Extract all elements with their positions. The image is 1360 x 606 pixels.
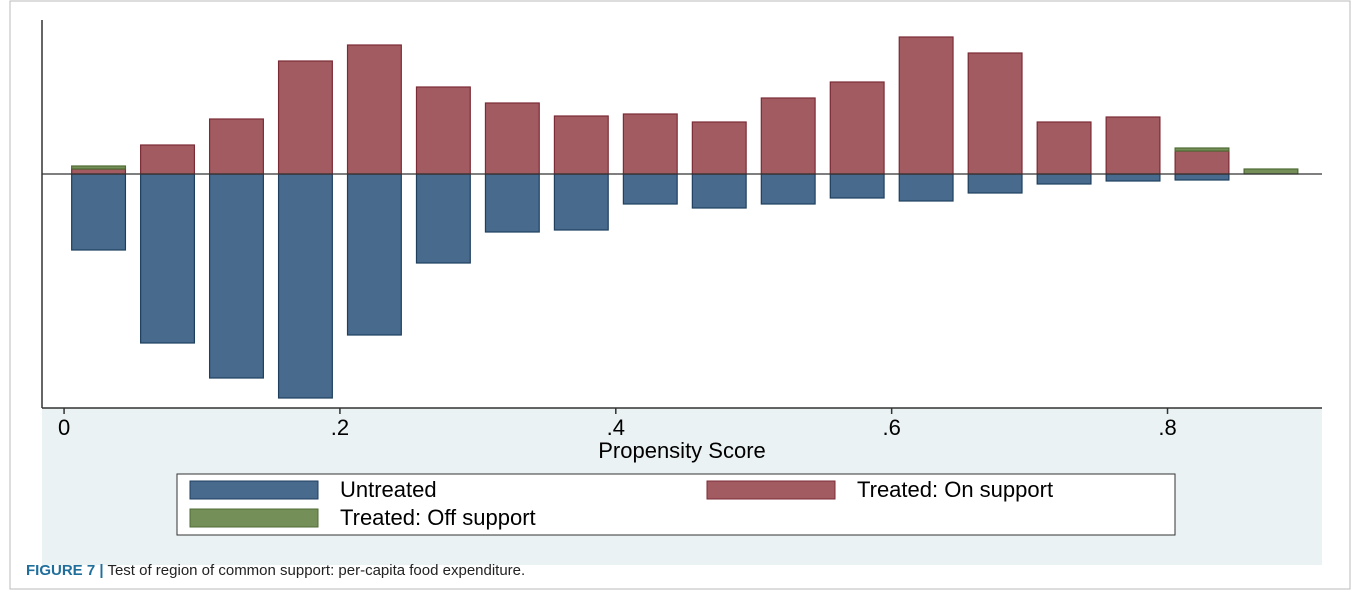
bar	[760, 173, 816, 205]
bar	[1174, 147, 1230, 152]
bar	[277, 173, 333, 399]
caption-label: FIGURE 7 |	[26, 562, 104, 579]
bar	[140, 144, 196, 175]
bar	[898, 36, 954, 175]
x-axis-label: Propensity Score	[598, 438, 766, 463]
legend-swatch	[189, 480, 319, 500]
bar	[71, 173, 127, 251]
bar	[346, 44, 402, 175]
bar	[484, 173, 540, 233]
x-tick-label: 0	[58, 415, 70, 440]
bar	[484, 102, 540, 175]
x-tick-label: .8	[1158, 415, 1176, 440]
legend-label: Treated: On support	[857, 477, 1053, 502]
bar	[208, 173, 264, 379]
bar	[415, 86, 471, 175]
legend-label: Treated: Off support	[340, 505, 536, 530]
legend-swatch	[189, 508, 319, 528]
bar	[898, 173, 954, 202]
legend-swatch	[706, 480, 836, 500]
bar	[829, 173, 885, 199]
bar	[691, 173, 747, 209]
bar	[691, 121, 747, 175]
caption-text: Test of region of common support: per-ca…	[107, 562, 526, 579]
x-tick-label: .2	[331, 415, 349, 440]
bar	[346, 173, 402, 336]
bar	[140, 173, 196, 344]
bar	[967, 173, 1023, 194]
caption: FIGURE 7 | Test of region of common supp…	[26, 562, 525, 579]
legend-label: Untreated	[340, 477, 437, 502]
bar	[71, 168, 127, 175]
bar	[622, 173, 678, 205]
x-tick-label: .4	[607, 415, 625, 440]
bar	[208, 118, 264, 175]
bar	[829, 81, 885, 175]
bar	[1036, 121, 1092, 175]
bar	[967, 52, 1023, 175]
bar	[622, 113, 678, 175]
bar	[1105, 116, 1161, 175]
bar	[1105, 173, 1161, 182]
bar	[553, 115, 609, 175]
bar	[71, 165, 127, 170]
bar	[415, 173, 471, 264]
bar	[1174, 173, 1230, 181]
legend-box	[176, 473, 1176, 536]
bar	[277, 60, 333, 175]
x-tick-label: .6	[882, 415, 900, 440]
bar	[760, 97, 816, 175]
bar	[1243, 168, 1299, 175]
bar	[1036, 173, 1092, 185]
bar	[553, 173, 609, 231]
bar	[1174, 150, 1230, 175]
